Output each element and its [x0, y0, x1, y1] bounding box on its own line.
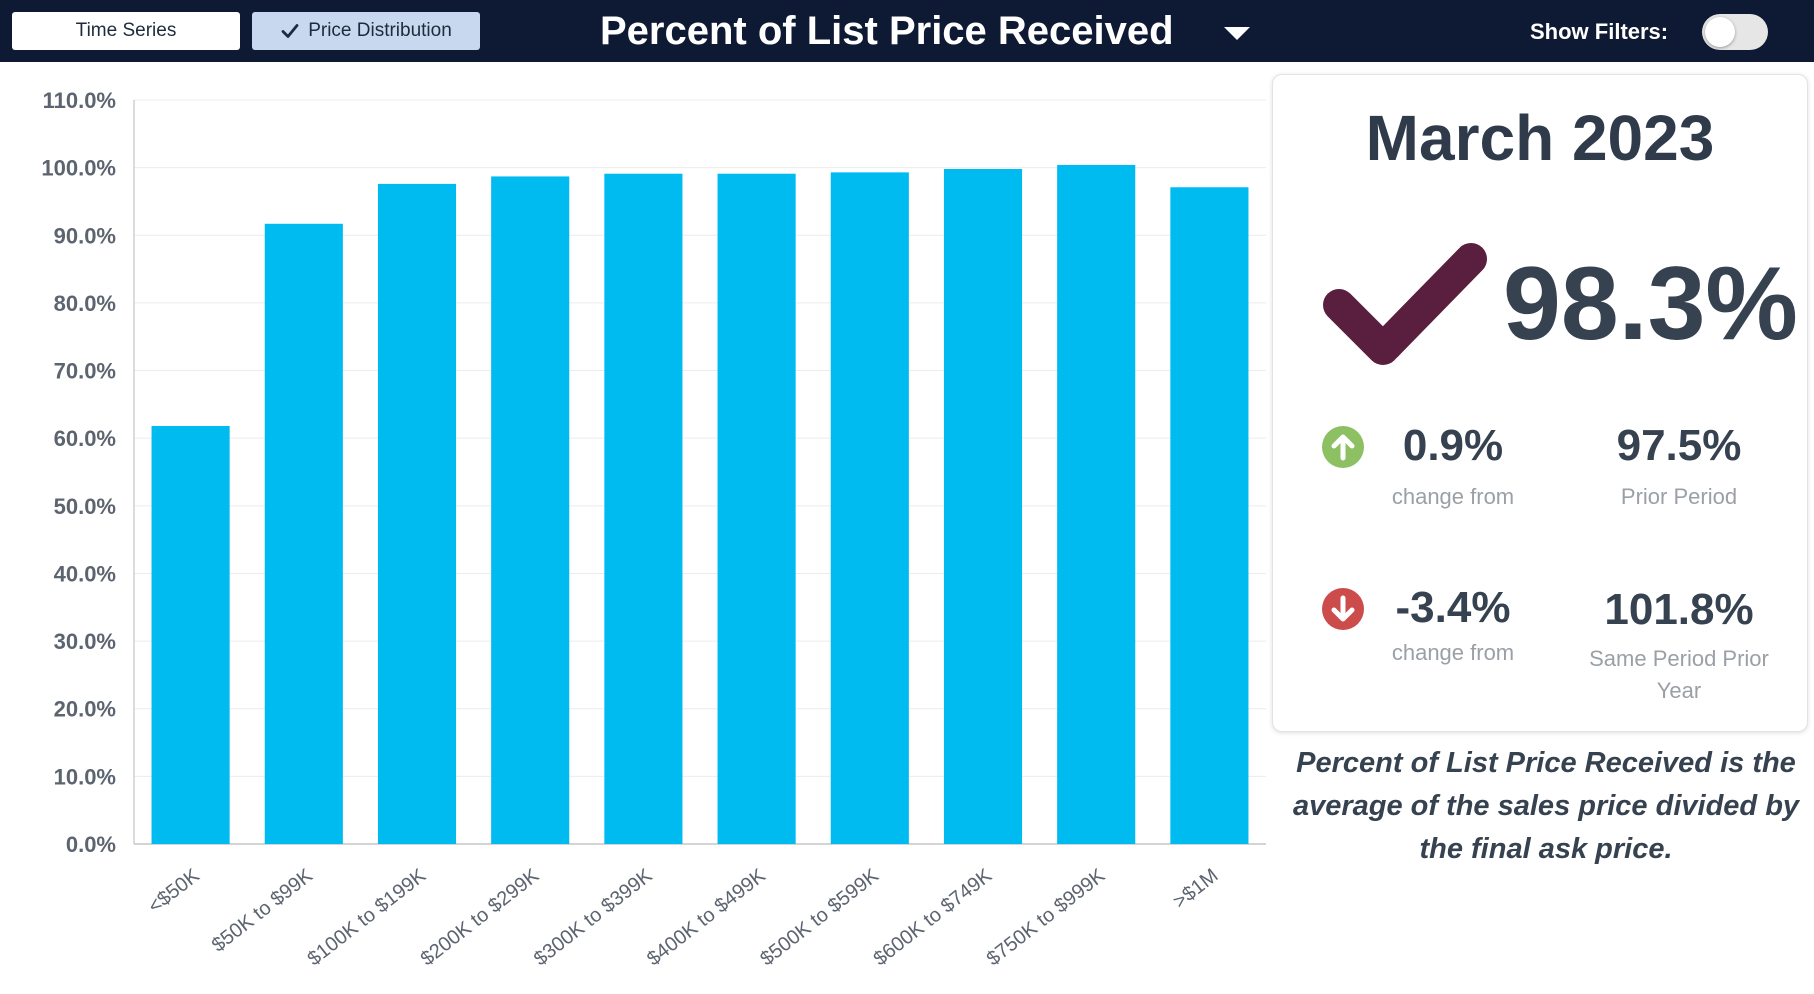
x-tick-label: $750K to $999K	[983, 864, 1110, 970]
x-tick-label: $50K to $99K	[208, 864, 318, 956]
checkmark-icon	[1323, 243, 1487, 365]
page-title: Percent of List Price Received	[600, 8, 1174, 53]
x-tick-label: $500K to $599K	[756, 864, 883, 970]
x-tick-label: $200K to $299K	[417, 864, 544, 970]
arrow-up-icon	[1322, 426, 1364, 468]
x-tick-label: $600K to $749K	[869, 864, 996, 970]
bar	[264, 223, 343, 845]
bar-chart: 0.0% 10.0% 20.0% 30.0% 40.0% 50.0% 60.0% 70.0% 8…	[0, 62, 1270, 994]
y-tick-label: 20.0%	[54, 697, 116, 722]
show-filters-toggle[interactable]	[1702, 14, 1768, 50]
y-tick-label: 40.0%	[54, 561, 116, 586]
show-filters-label: Show Filters:	[1530, 19, 1669, 44]
metric-description: Percent of List Price Received is the av…	[1292, 747, 1800, 865]
change-label: change from	[1391, 640, 1515, 665]
summary-card: March 2023 98.3% 0.9% change from 97.5% …	[1272, 74, 1808, 732]
change-label: change from	[1391, 484, 1515, 509]
same-period-prior-year-label: Same Period Prior Year	[1589, 646, 1769, 703]
change-value: 0.9%	[1402, 421, 1504, 470]
y-tick-label: 10.0%	[54, 764, 116, 789]
bar	[1170, 187, 1249, 844]
price-distribution-button[interactable]: Price Distribution	[252, 12, 480, 50]
y-tick-label: 90.0%	[54, 223, 116, 248]
bar	[1057, 164, 1136, 844]
bar	[717, 173, 796, 844]
x-tick-label: $300K to $399K	[530, 864, 657, 970]
y-tick-label: 80.0%	[54, 291, 116, 316]
arrow-down-icon	[1322, 588, 1364, 630]
y-tick-label: 100.0%	[41, 156, 116, 181]
time-series-button[interactable]: Time Series	[12, 12, 240, 50]
bar	[491, 176, 570, 845]
bar	[830, 172, 909, 844]
same-period-prior-year-value: 101.8%	[1604, 585, 1754, 634]
y-tick-label: 60.0%	[54, 426, 116, 451]
bar	[377, 183, 457, 844]
x-tick-label: $100K to $199K	[303, 864, 430, 970]
x-tick-label: $400K to $499K	[643, 864, 770, 970]
chevron-down-icon[interactable]	[1222, 24, 1252, 42]
y-tick-label: 50.0%	[54, 494, 116, 519]
toggle-knob	[1705, 17, 1735, 47]
bar	[943, 168, 1023, 845]
checkmark-icon	[281, 24, 299, 38]
bar	[151, 426, 230, 844]
x-tick-label: <$50K	[144, 864, 204, 918]
y-tick-label: 110.0%	[43, 88, 116, 113]
y-tick-label: 0.0%	[66, 832, 116, 857]
top-toolbar: Time Series Price Distribution Percent o…	[0, 0, 1814, 62]
period-title: March 2023	[1365, 102, 1715, 174]
y-tick-label: 30.0%	[54, 629, 116, 654]
prior-period-label: Prior Period	[1620, 484, 1738, 509]
change-value: -3.4%	[1395, 583, 1511, 632]
bar	[604, 173, 683, 844]
prior-period-value: 97.5%	[1616, 421, 1742, 470]
main-value: 98.3%	[1503, 246, 1798, 362]
bar-chart-svg: 0.0% 10.0% 20.0% 30.0% 40.0% 50.0% 60.0% 70.0% 8…	[41, 88, 1266, 970]
price-distribution-label: Price Distribution	[308, 20, 452, 41]
y-tick-label: 70.0%	[54, 359, 116, 384]
time-series-label: Time Series	[75, 20, 177, 41]
x-tick-label: >$1M	[1169, 865, 1222, 913]
